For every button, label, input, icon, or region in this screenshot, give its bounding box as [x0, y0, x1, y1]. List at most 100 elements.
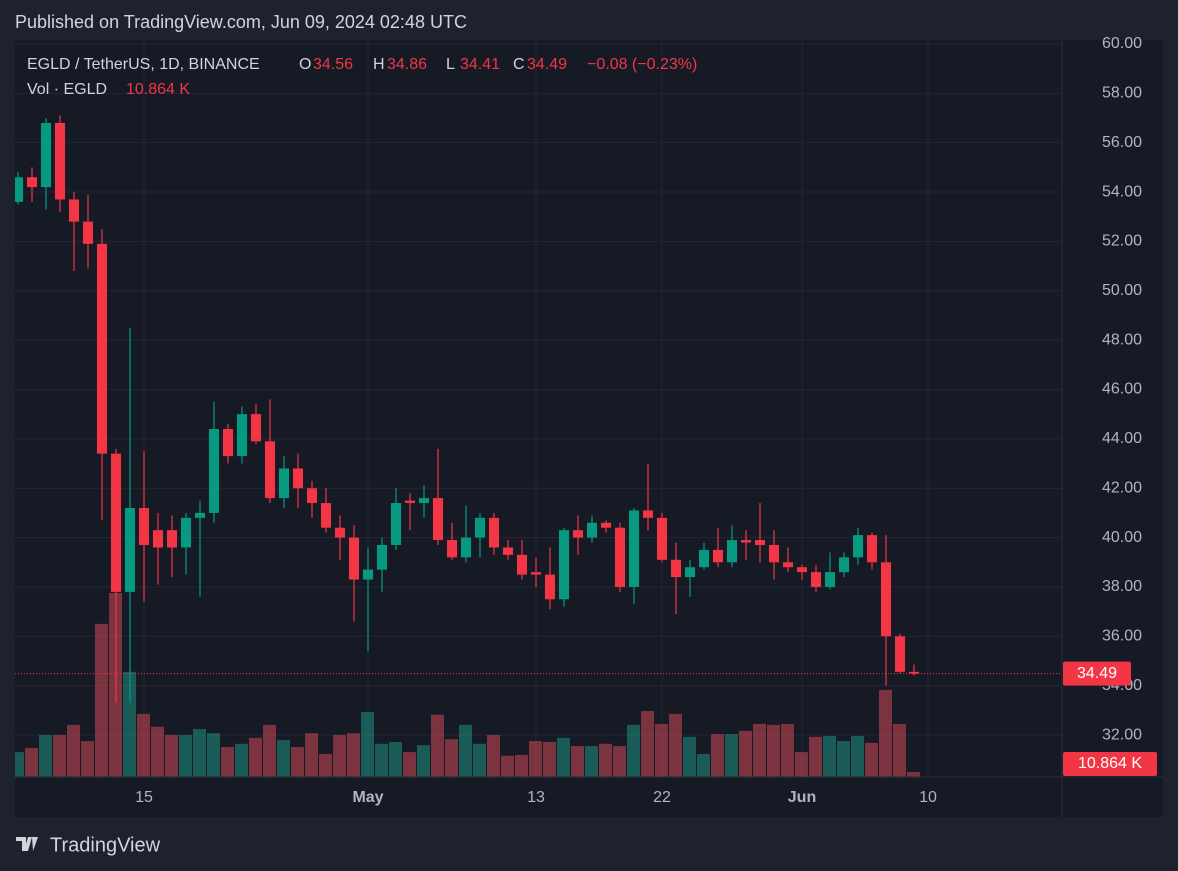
- candle-body: [558, 530, 570, 600]
- candle-body: [208, 428, 220, 513]
- volume-bar: [599, 743, 612, 777]
- logo: TradingView: [16, 834, 161, 856]
- volume-bar: [795, 752, 808, 777]
- candle-body: [460, 537, 472, 558]
- candle-body: [754, 540, 766, 545]
- x-tick-label: 15: [135, 789, 153, 806]
- volume-bar: [193, 729, 206, 777]
- x-tick-label: 13: [527, 789, 545, 806]
- candle-body: [740, 540, 752, 543]
- volume-bar: [907, 771, 920, 777]
- legend-volume-title: Vol · EGLD: [27, 81, 107, 98]
- volume-bar: [725, 734, 738, 777]
- candle-body: [54, 122, 66, 200]
- candle-body: [698, 549, 710, 568]
- legend-key: C: [513, 56, 525, 73]
- volume-bar: [403, 752, 416, 777]
- x-tick-label: Jun: [788, 789, 816, 806]
- volume-bar: [179, 735, 192, 777]
- volume-bar: [893, 723, 906, 777]
- volume-bar: [823, 735, 836, 777]
- candle-body: [880, 562, 892, 637]
- volume-bar: [417, 745, 430, 777]
- y-tick-label: 50.00: [1102, 282, 1142, 299]
- candle-body: [600, 522, 612, 528]
- volume-tag-label: 10.864 K: [1078, 755, 1142, 772]
- candle-body: [502, 547, 514, 555]
- volume-bar: [221, 747, 234, 777]
- candle-body: [488, 517, 500, 548]
- candle-body: [726, 540, 738, 563]
- volume-bar: [95, 623, 108, 777]
- volume-bar: [347, 733, 360, 777]
- volume-bar: [837, 741, 850, 777]
- candle-body: [250, 414, 262, 442]
- volume-bar: [557, 737, 570, 777]
- candle-body: [138, 507, 150, 545]
- volume-bar: [333, 735, 346, 777]
- candle-body: [194, 512, 206, 518]
- volume-bar: [39, 735, 52, 777]
- volume-bar: [81, 741, 94, 777]
- volume-bar: [781, 723, 794, 777]
- volume-bar: [641, 711, 654, 777]
- volume-bar: [655, 723, 668, 777]
- candle-body: [292, 468, 304, 489]
- x-tick-label: 22: [653, 789, 671, 806]
- volume-bar: [207, 733, 220, 777]
- candle-body: [110, 453, 122, 592]
- candle-body: [572, 530, 584, 538]
- brand: TradingView: [50, 834, 161, 856]
- candle-body: [866, 535, 878, 563]
- volume-bar: [15, 752, 24, 777]
- candle-body: [96, 243, 108, 454]
- candle-body: [432, 498, 444, 541]
- candle-body: [334, 527, 346, 538]
- volume-bar: [543, 741, 556, 777]
- candle-body: [824, 572, 836, 587]
- volume-bar: [263, 724, 276, 777]
- candle-body: [684, 567, 696, 578]
- candle-body: [782, 562, 794, 568]
- candle-body: [278, 468, 290, 499]
- candle-body: [768, 544, 780, 563]
- price-tag: [1063, 661, 1131, 686]
- y-tick-label: 46.00: [1102, 381, 1142, 398]
- volume-bar: [683, 736, 696, 777]
- legend: EGLD / TetherUS, 1D, BINANCE O 34.56 H 34.86…: [27, 56, 697, 98]
- candle-body: [68, 199, 80, 222]
- y-tick-label: 60.00: [1102, 35, 1142, 52]
- y-tick-label: 52.00: [1102, 233, 1142, 250]
- chart-frame: [15, 40, 1163, 817]
- candle-body: [544, 574, 556, 600]
- candle-body: [362, 569, 374, 580]
- volume-bar: [487, 735, 500, 777]
- candle-body: [222, 428, 234, 457]
- volume-bar: [67, 724, 80, 777]
- volume-bar: [809, 736, 822, 777]
- volume-bar: [235, 743, 248, 777]
- candle-body: [516, 554, 528, 575]
- volume-bar: [277, 740, 290, 777]
- candle-body: [838, 557, 850, 573]
- candle-body: [852, 535, 864, 558]
- y-tick-label: 38.00: [1102, 578, 1142, 595]
- legend-volume-value: 10.864 K: [126, 81, 190, 98]
- legend-key: O: [299, 56, 311, 73]
- volume-bar: [375, 743, 388, 777]
- volume-bar: [473, 743, 486, 777]
- candle-body: [530, 572, 542, 575]
- candle-body: [306, 488, 318, 504]
- volume-bar: [291, 747, 304, 777]
- candle-body: [656, 517, 668, 560]
- plot: [15, 115, 1062, 777]
- volume-bar: [585, 746, 598, 777]
- logo-icon: [16, 837, 38, 851]
- volume-bar: [445, 739, 458, 777]
- volume-bar: [851, 735, 864, 777]
- volume-bar: [753, 723, 766, 777]
- volume-bar: [137, 713, 150, 777]
- candle-body: [586, 522, 598, 538]
- candle-body: [124, 507, 136, 592]
- legend-value: 34.41: [460, 56, 500, 73]
